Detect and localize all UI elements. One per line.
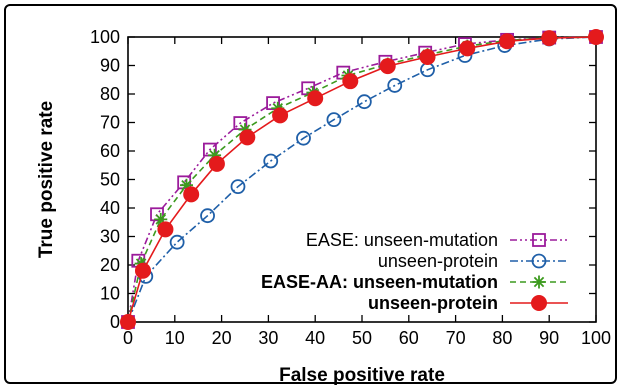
series-line <box>127 36 597 323</box>
data-point <box>169 234 185 250</box>
data-point <box>239 129 256 146</box>
data-point <box>296 130 311 146</box>
y-axis-label: True positive rate <box>36 101 57 258</box>
x-tick-label: 100 <box>581 328 611 348</box>
data-point <box>387 78 403 93</box>
chart-frame <box>4 4 617 384</box>
y-tick-label: 100 <box>90 27 120 47</box>
x-tick-label: 0 <box>123 328 133 348</box>
y-tick-label: 40 <box>100 198 120 218</box>
data-point <box>157 221 174 238</box>
y-tick-label: 60 <box>100 141 120 161</box>
x-tick-label: 20 <box>212 328 232 348</box>
legend-entry: EASE: unseen-mutation <box>306 230 568 250</box>
legend-label: EASE: unseen-mutation <box>306 230 498 250</box>
data-point <box>499 33 516 50</box>
x-tick-label: 70 <box>446 328 466 348</box>
y-tick-label: 30 <box>100 227 120 247</box>
y-tick-label: 10 <box>100 284 120 304</box>
data-point <box>419 48 436 65</box>
data-point <box>326 112 342 128</box>
data-point <box>307 90 324 107</box>
data-point <box>379 58 396 75</box>
data-point <box>541 30 558 47</box>
x-tick-label: 50 <box>352 328 372 348</box>
legend-entry: unseen-protein <box>368 293 568 313</box>
data-point <box>342 73 359 90</box>
data-point <box>238 123 252 137</box>
y-tick-label: 80 <box>100 84 120 104</box>
y-tick-label: 70 <box>100 113 120 133</box>
data-point <box>263 153 279 169</box>
y-tick-label: 0 <box>110 312 120 332</box>
series-line <box>127 36 597 323</box>
data-point <box>208 148 222 162</box>
legend-entry: EASE-AA: unseen-mutation <box>261 272 568 292</box>
data-point <box>180 178 193 192</box>
x-axis-label: False positive rate <box>279 365 445 386</box>
legend-marker <box>531 253 547 269</box>
y-tick-label: 20 <box>100 255 120 275</box>
legend-marker <box>532 275 546 289</box>
data-point <box>230 179 246 195</box>
series-3 <box>120 29 604 330</box>
x-tick-label: 30 <box>258 328 278 348</box>
legend-marker <box>532 233 546 247</box>
legend-label: EASE-AA: unseen-mutation <box>261 272 498 292</box>
data-point <box>183 186 200 203</box>
legend-label: unseen-protein <box>368 293 498 313</box>
data-point <box>154 212 168 226</box>
x-tick-label: 90 <box>539 328 559 348</box>
data-point <box>356 94 372 110</box>
y-tick-label: 90 <box>100 56 120 76</box>
data-point <box>272 107 289 124</box>
x-tick-label: 10 <box>165 328 185 348</box>
series-line <box>127 36 597 323</box>
legend-marker <box>531 295 547 311</box>
data-point <box>120 314 136 330</box>
x-tick-label: 40 <box>305 328 325 348</box>
x-tick-label: 60 <box>399 328 419 348</box>
legend-label: unseen-protein <box>378 251 498 271</box>
x-tick-label: 80 <box>492 328 512 348</box>
legend-entry: unseen-protein <box>378 251 568 271</box>
data-point <box>200 208 215 224</box>
data-point <box>459 40 476 57</box>
y-tick-label: 50 <box>100 170 120 190</box>
data-point <box>208 155 225 172</box>
data-point <box>134 262 151 279</box>
data-point <box>588 29 604 45</box>
